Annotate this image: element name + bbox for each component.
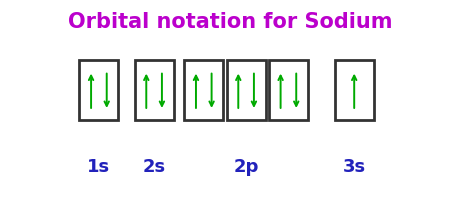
Text: 3s: 3s (342, 158, 365, 176)
Text: 1s: 1s (87, 158, 110, 176)
Bar (184, 60, 223, 120)
Text: 2p: 2p (233, 158, 258, 176)
Bar (134, 60, 174, 120)
Bar (226, 60, 265, 120)
Text: Orbital notation for Sodium: Orbital notation for Sodium (67, 12, 392, 33)
Text: 2s: 2s (142, 158, 165, 176)
Bar (334, 60, 373, 120)
Bar (268, 60, 308, 120)
Bar (79, 60, 118, 120)
